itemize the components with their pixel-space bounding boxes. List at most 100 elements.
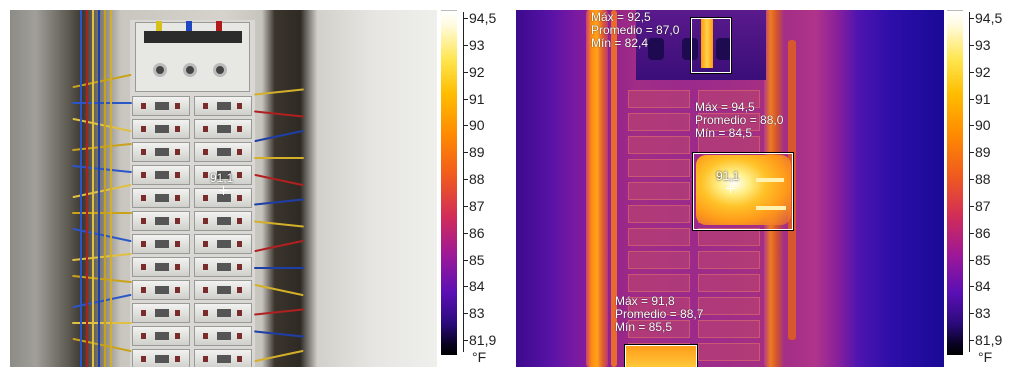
wire xyxy=(254,110,304,118)
vertical-wire xyxy=(98,10,100,367)
circuit-breaker xyxy=(194,280,252,300)
main-bus-block xyxy=(135,21,250,92)
left-scale-tick xyxy=(463,18,468,19)
right-scale-tick xyxy=(969,98,974,100)
left-scale-label: 83 xyxy=(469,305,485,322)
left-scale-label: 84 xyxy=(469,278,485,295)
wire xyxy=(72,102,132,104)
right-scale-label: 86 xyxy=(975,224,991,241)
right-scale-label: 92 xyxy=(975,63,991,80)
left-scale-tick xyxy=(463,125,468,127)
measurement-box-1[interactable] xyxy=(691,18,731,73)
circuit-breaker xyxy=(194,142,252,162)
right-scale-label: 88 xyxy=(975,171,991,187)
bottom-warm-patch xyxy=(626,345,696,367)
thermal-breaker xyxy=(628,113,690,131)
wire xyxy=(72,212,132,214)
right-color-scale-bar xyxy=(947,10,963,355)
left-scale-label: 91 xyxy=(469,90,485,107)
right-scale-panel: 94,5 93 92 91 90 89 88 87 86 85 84 83 81,9 °F xyxy=(944,10,1015,367)
circuit-breaker xyxy=(132,257,190,277)
left-scale-label: 89 xyxy=(469,144,485,161)
right-scale-label: 89 xyxy=(975,144,991,161)
region-2-label: Máx = 94,5 Promedio = 88,0 Mín = 84,5 xyxy=(695,101,783,140)
thermal-breaker xyxy=(628,136,690,154)
vertical-wire xyxy=(110,10,112,367)
thermal-breaker xyxy=(628,182,690,200)
vertical-wire xyxy=(104,10,106,367)
wire xyxy=(254,173,304,187)
right-scale-tick xyxy=(969,313,974,315)
thermal-breaker xyxy=(628,251,690,269)
circuit-breaker xyxy=(132,349,190,367)
thermal-breaker xyxy=(698,320,760,338)
thermal-breaker xyxy=(698,274,760,292)
right-scale-tick xyxy=(969,152,974,154)
region-2-max: Máx = 94,5 xyxy=(695,100,755,114)
circuit-breaker xyxy=(194,234,252,254)
right-scale-label: 90 xyxy=(975,117,991,134)
left-scale-tick xyxy=(463,71,468,73)
circuit-breaker xyxy=(132,165,190,185)
left-scale-label: 90 xyxy=(469,117,485,134)
circuit-breaker xyxy=(132,326,190,346)
right-scale-ruler xyxy=(969,12,970,352)
measurement-box-3[interactable] xyxy=(625,345,697,367)
region-3-label: Máx = 91,8 Promedio = 88,7 Mín = 85,5 xyxy=(615,295,703,334)
left-scale-tick xyxy=(463,259,468,261)
thermal-breaker xyxy=(698,343,760,361)
region-3-avg: Promedio = 88,7 xyxy=(615,307,704,321)
spot-temperature-label: 91,1 xyxy=(210,171,234,185)
wire xyxy=(254,283,304,297)
right-scale-tick xyxy=(969,340,974,341)
thermal-breaker xyxy=(628,159,690,177)
left-scale-label: 92 xyxy=(469,63,485,80)
right-scale-label: 87 xyxy=(975,197,991,214)
left-scale-unit: °F xyxy=(472,349,487,365)
wire xyxy=(254,308,304,316)
left-scale-tick xyxy=(463,286,468,288)
wire xyxy=(254,330,304,338)
right-scale-tick xyxy=(969,232,974,234)
thermal-breaker xyxy=(628,320,690,338)
left-scale-label: 93 xyxy=(469,36,485,53)
thermal-breaker xyxy=(628,205,690,223)
left-scale-label: 88 xyxy=(469,171,485,187)
thermal-breaker xyxy=(628,90,690,108)
circuit-breaker xyxy=(194,211,252,231)
right-scale-tick xyxy=(969,259,974,261)
left-scale-label: 86 xyxy=(469,224,485,241)
circuit-breaker xyxy=(132,234,190,254)
left-scale-label: 81,9 xyxy=(469,332,497,348)
circuit-breaker xyxy=(194,257,252,277)
right-scale-tick xyxy=(969,44,974,46)
wire xyxy=(254,129,304,143)
thermal-breaker xyxy=(698,228,760,246)
circuit-breaker xyxy=(194,326,252,346)
measurement-box-2[interactable] xyxy=(693,153,793,230)
hot-spot xyxy=(696,155,791,225)
right-scale-label: 94,5 xyxy=(975,10,1003,26)
thermal-breaker xyxy=(698,113,760,131)
region-3-min: Mín = 85,5 xyxy=(615,320,673,334)
right-scale-unit: °F xyxy=(978,349,993,365)
circuit-breaker xyxy=(132,211,190,231)
left-scale-tick xyxy=(463,152,468,154)
region-2-min: Mín = 84,5 xyxy=(695,126,753,140)
wire xyxy=(254,198,304,206)
left-scale-tick xyxy=(463,313,468,315)
right-scale-label: 93 xyxy=(975,36,991,53)
circuit-breaker xyxy=(132,142,190,162)
vertical-wire xyxy=(80,10,82,367)
wire xyxy=(254,220,304,228)
hot-wire-strip-left xyxy=(586,10,608,367)
left-scale-tick xyxy=(463,205,468,207)
left-scale-tick xyxy=(463,232,468,234)
left-scale-label: 94,5 xyxy=(469,10,497,26)
region-1-min: Mín = 82,4 xyxy=(591,36,649,50)
right-scale-label: 83 xyxy=(975,305,991,322)
right-scale-label: 91 xyxy=(975,90,991,107)
thermal-breaker xyxy=(698,297,760,315)
thermal-breaker xyxy=(698,251,760,269)
circuit-breaker xyxy=(194,165,252,185)
